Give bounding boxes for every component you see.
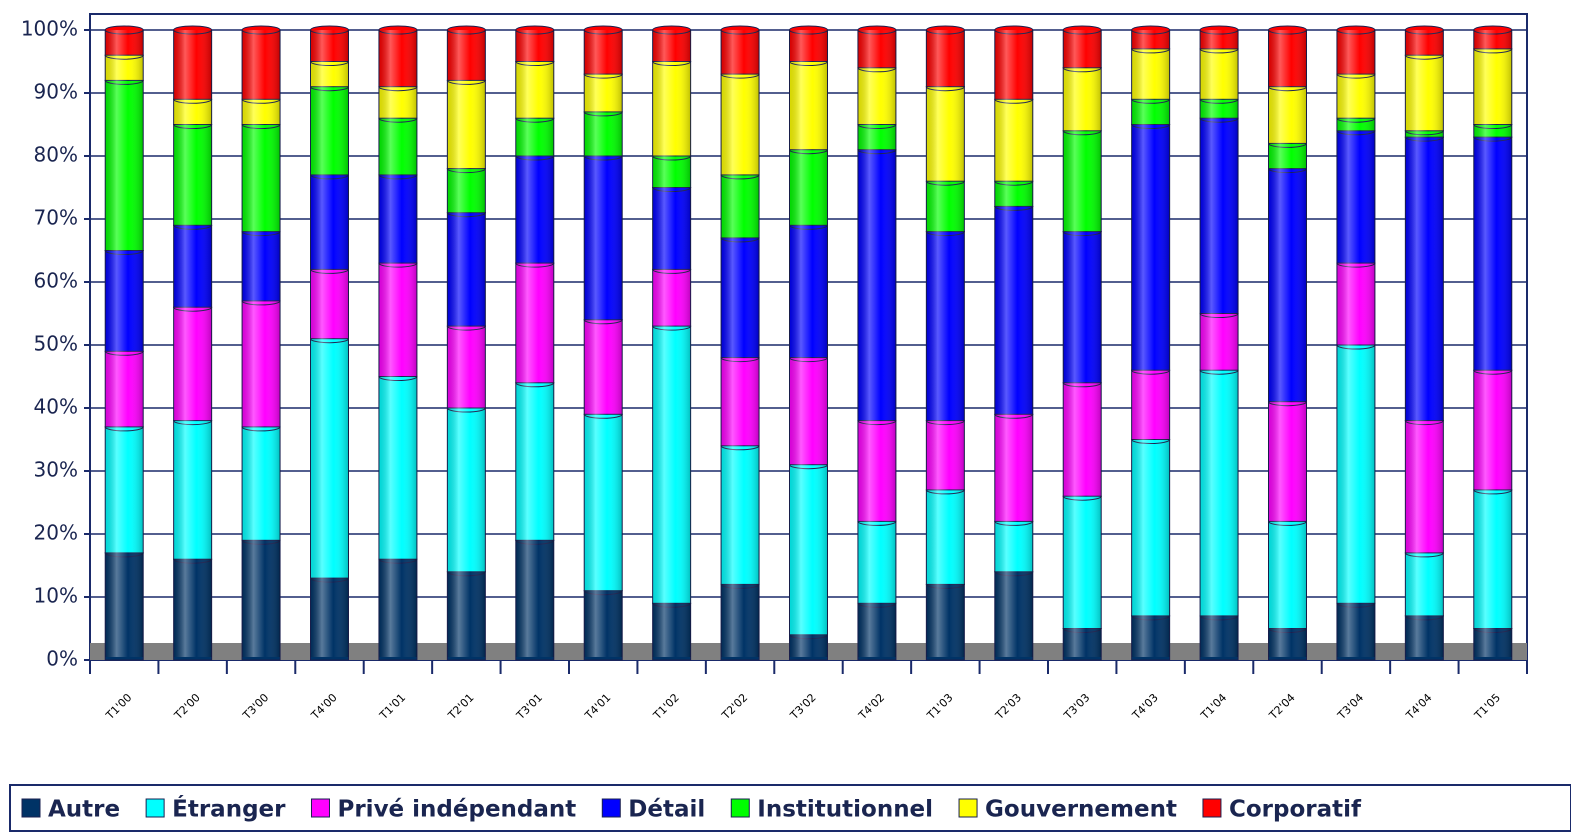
y-tick-label: 80% [34,143,78,167]
legend-swatch [310,798,330,818]
x-tick-label: T1'01 [377,691,409,723]
legend-box [9,784,1571,832]
bar-shine [1063,30,1102,657]
bar-stack [446,25,486,661]
y-tick-label: 0% [46,647,78,671]
bar-stack [1473,25,1513,661]
bar-shine [994,30,1033,657]
bar-shine [721,30,760,657]
y-tick-label: 60% [34,269,78,293]
bar-shine [789,30,828,657]
x-tick-label: T1'02 [650,691,682,723]
x-tick-label: T2'01 [445,691,477,723]
bar-shine [242,30,281,657]
bar-shine [105,30,144,657]
bar-shine [1131,30,1170,657]
y-tick-label: 100% [21,17,78,41]
bar-stack [1268,25,1307,661]
legend-label: Détail [628,797,705,823]
bar-stack [1336,25,1376,661]
legend-label: Privé indépendant [337,797,576,823]
x-tick-label: T3'00 [240,691,272,723]
y-tick-label: 40% [34,395,78,419]
x-tick-label: T2'03 [992,691,1024,723]
bar-stack [925,25,965,661]
bar-stack [241,25,281,661]
legend-label: Gouvernement [985,797,1177,823]
legend-label: Autre [48,797,120,823]
bar-shine [173,30,212,657]
bar-shine [447,30,486,657]
bar-shine [1268,30,1307,657]
bar-stack [378,25,418,661]
x-tick-label: T2'02 [719,691,751,723]
x-tick-label: T4'04 [1403,691,1435,723]
legend-swatch [21,798,41,818]
bar-shine [926,30,965,657]
x-tick-label: T3'02 [787,691,819,723]
legend-label: Étranger [172,795,286,823]
legend-swatch [1202,798,1222,818]
x-tick-label: T1'04 [1198,691,1230,723]
bar-stack [1199,25,1239,661]
bar-shine [515,30,554,657]
legend-swatch [730,798,750,818]
bar-shine [378,30,417,657]
x-tick-label: T4'01 [582,691,614,723]
x-tick-label: T1'03 [924,691,956,723]
x-tick-label: T3'03 [1061,691,1093,723]
bar-stack [1131,25,1171,661]
bar-shine [1405,30,1444,657]
bar-stack [1062,25,1102,661]
bar-shine [652,30,691,657]
legend-label: Institutionnel [757,797,933,823]
legend-label: Corporatif [1229,797,1362,823]
bar-stack [310,25,349,661]
bar-shine [857,30,896,657]
bar-stack [652,25,692,661]
bar-stack [857,25,897,661]
bar-stack [1404,25,1444,661]
x-tick-label: T3'04 [1335,691,1367,723]
y-tick-label: 70% [34,206,78,230]
x-tick-label: T1'05 [1471,691,1503,723]
y-tick-label: 10% [34,584,78,608]
x-tick-label: T3'01 [513,691,545,723]
y-tick-label: 50% [34,332,78,356]
x-tick-label: T2'04 [1266,691,1298,723]
bar-shine [1473,30,1512,657]
y-tick-label: 20% [34,521,78,545]
bar-shine [1200,30,1239,657]
bar-stack [994,25,1034,661]
x-tick-label: T2'00 [171,691,203,723]
bar-stack [104,25,144,661]
bar-stack [515,25,555,661]
legend-swatch [601,798,621,818]
bar-shine [1336,30,1375,657]
legend-swatch [958,798,978,818]
legend-swatch [145,798,165,818]
bar-stack [789,25,828,661]
bar-shine [310,30,349,657]
x-tick-label: T4'03 [1129,691,1161,723]
y-tick-label: 30% [34,458,78,482]
bar-stack [720,25,760,661]
x-tick-label: T4'00 [308,691,340,723]
x-tick-label: T4'02 [856,691,888,723]
y-tick-label: 90% [34,80,78,104]
bar-stack [173,25,213,661]
bar-stack [583,25,623,661]
x-tick-label: T1'00 [103,691,135,723]
bar-shine [584,30,623,657]
